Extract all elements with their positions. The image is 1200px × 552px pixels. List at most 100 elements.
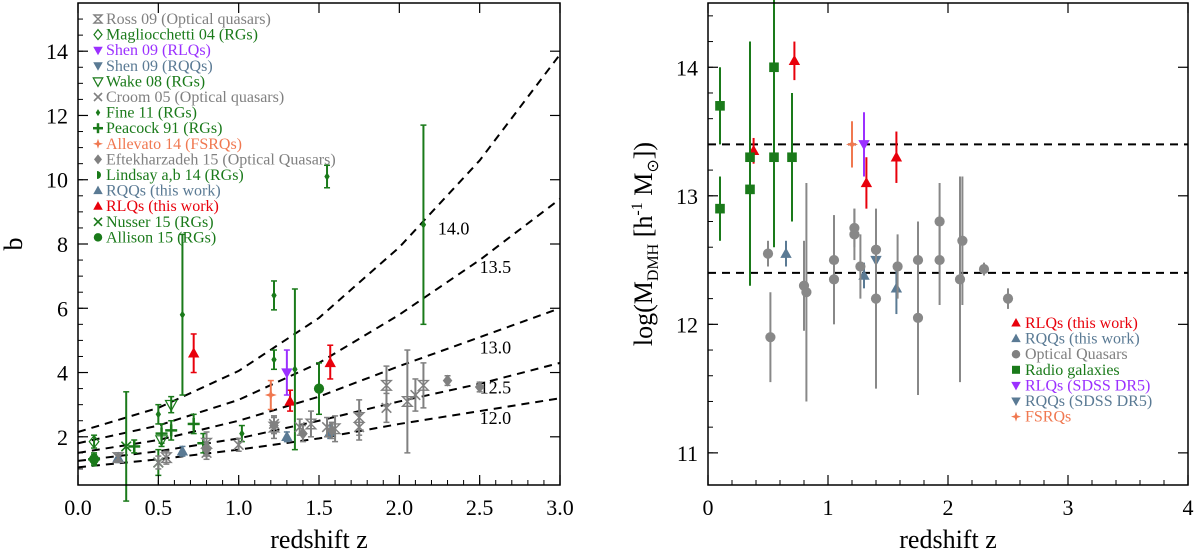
data-point [187,347,200,358]
left-legend: Ross 09 (Optical quasars)Magliocchetti 0… [92,11,336,246]
data-point [780,247,792,258]
left-x-tick-label: 0.0 [64,495,92,520]
data-point [769,62,779,73]
data-point [1002,293,1014,304]
left-y-tick-label: 4 [57,361,68,386]
left-x-tick-label: 1.0 [225,495,253,520]
legend-marker [92,77,104,88]
data-point [159,452,173,464]
data-point [324,356,336,368]
left-y-tick-label: 14 [46,39,68,64]
legend-label: Fine 11 (RGs) [106,105,197,122]
legend-label: Magliocchetti 04 (RGs) [106,27,258,44]
left-x-tick-label: 2.5 [466,495,494,520]
data-point [828,274,840,285]
legend-label: Ross 09 (Optical quasars) [106,11,271,28]
left-x-axis-label: redshift z [270,525,367,552]
data-point [88,453,101,466]
legend-marker [93,138,103,149]
data-point [381,402,392,414]
data-point [187,417,200,430]
legend-marker [1012,365,1020,374]
data-point [870,293,882,304]
data-point [281,368,293,379]
data-point [271,291,277,300]
left-y-tick-label: 6 [57,296,68,321]
legend-marker [93,62,103,71]
data-point [292,365,298,374]
mass-curve-12.0 [77,397,561,469]
right-reference-lines [708,143,1188,274]
legend-label: RLQs (SDSS DR5) [1025,377,1150,394]
right-x-tick-label: 0 [703,495,714,520]
data-point [957,235,968,246]
left-x-tick-label: 2.0 [386,495,414,520]
data-point [120,441,132,452]
data-point [88,434,100,449]
legend-label: Allevato 14 (FSRQs) [106,136,242,153]
data-point [269,419,279,432]
legend-label: FSRQs [1025,409,1071,426]
data-point [745,184,755,195]
legend-marker [1011,381,1021,391]
right-x-tick-label: 3 [1063,495,1074,520]
right-data-points [715,0,1014,402]
left-panel: 14.0 13.5 13.0 12.5 12.0 0.0 0.5 1.0 1.5 2.0 2.5 3… [0,2,574,552]
data-point [379,379,393,391]
mass-curve-label: 12.5 [480,377,512,397]
data-point [846,138,858,151]
legend-marker [1011,349,1021,359]
legend-marker [93,46,103,56]
data-point [849,229,860,240]
mass-curve-14.0 [77,53,561,433]
legend-marker [1011,411,1021,422]
data-point [324,172,330,181]
data-point [788,54,801,66]
legend-marker [94,154,102,165]
data-point [978,263,990,275]
legend-marker [1011,397,1021,406]
legend-marker [93,233,103,242]
legend-label: Wake 08 (RGs) [106,73,205,90]
data-point [762,248,774,259]
data-point [233,439,245,451]
data-point [154,435,169,448]
mass-curve-label: 14.0 [438,218,470,238]
data-point [271,355,277,364]
left-data-points [88,124,485,502]
data-point [327,424,337,437]
data-point [890,282,903,293]
left-axis-ticks: 0.0 0.5 1.0 1.5 2.0 2.5 3.0 2 4 6 8 10 12 14 [46,3,574,520]
legend-label: Lindsay a,b 14 (RGs) [106,167,244,184]
data-point [934,254,945,266]
data-point [474,380,485,393]
legend-label: Allison 15 (RGs) [106,229,216,246]
data-point [165,424,178,437]
legend-marker [93,92,103,102]
right-y-tick-label: 11 [677,441,698,466]
data-point [892,261,903,272]
legend-marker [95,109,101,117]
data-point [801,287,812,298]
data-point [858,140,870,151]
legend-label: Nusser 15 (RGs) [106,214,214,231]
data-point [200,437,214,449]
legend-label: Eftekharzadeh 15 (Optical Quasars) [106,151,336,168]
legend-label: RQQs (this work) [106,183,221,200]
data-point [860,176,873,188]
data-point [410,389,421,401]
left-y-tick-label: 8 [57,232,68,257]
legend-label: RLQs (this work) [106,198,219,215]
data-point [416,379,430,391]
data-point [912,312,924,324]
data-point [420,220,427,229]
legend-label: Peacock 91 (RGs) [106,120,222,137]
legend-label: Radio galaxies [1025,362,1120,379]
legend-marker [93,201,103,210]
legend-marker [1011,333,1021,343]
data-point [281,430,293,441]
data-point [715,203,725,214]
data-point [769,152,779,163]
